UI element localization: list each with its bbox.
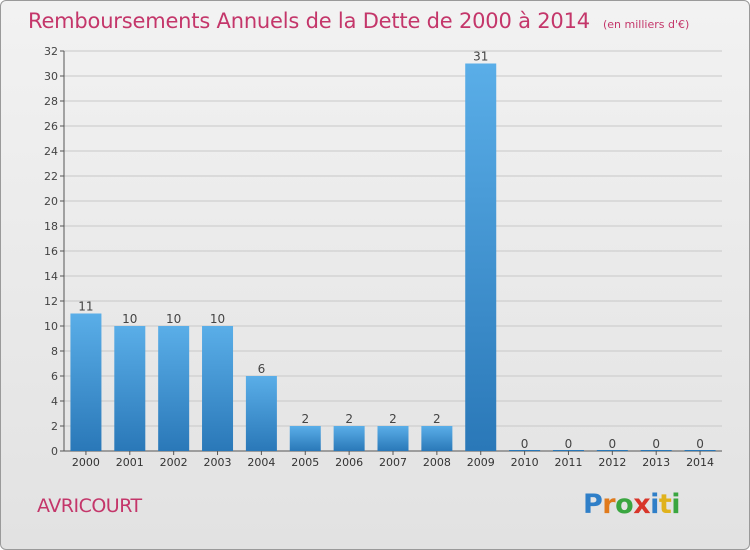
data-label: 6: [258, 362, 266, 376]
bar: [552, 450, 584, 451]
data-label: 0: [521, 437, 529, 451]
y-tick-label: 12: [44, 295, 58, 308]
y-tick-label: 20: [44, 195, 58, 208]
x-tick-label: 2009: [467, 456, 495, 469]
x-tick-label: 2011: [554, 456, 582, 469]
chart-header: Remboursements Annuels de la Dette de 20…: [28, 9, 689, 33]
x-tick-label: 2014: [686, 456, 714, 469]
data-label: 0: [609, 437, 617, 451]
x-tick-label: 2008: [423, 456, 451, 469]
y-tick-label: 30: [44, 70, 58, 83]
y-tick-label: 0: [51, 445, 58, 458]
data-label: 0: [696, 437, 704, 451]
x-tick-label: 2006: [335, 456, 363, 469]
y-tick-label: 2: [51, 420, 58, 433]
data-label: 10: [210, 312, 225, 326]
bar: [684, 450, 716, 451]
bar: [640, 450, 672, 451]
logo-letter: r: [602, 489, 616, 520]
y-tick-label: 26: [44, 120, 58, 133]
x-tick-label: 2001: [116, 456, 144, 469]
bar: [70, 313, 102, 451]
y-tick-label: 4: [51, 395, 58, 408]
data-label: 11: [78, 300, 93, 314]
chart-title: Remboursements Annuels de la Dette de 20…: [28, 9, 590, 33]
logo-letter: x: [633, 489, 651, 520]
logo-letter: i: [650, 489, 659, 520]
bar: [114, 326, 146, 451]
y-tick-label: 22: [44, 170, 58, 183]
y-tick-label: 16: [44, 245, 58, 258]
y-tick-label: 8: [51, 345, 58, 358]
x-tick-label: 2007: [379, 456, 407, 469]
x-tick-label: 2010: [511, 456, 539, 469]
data-label: 31: [473, 50, 488, 64]
x-tick-label: 2002: [160, 456, 188, 469]
data-label: 2: [389, 412, 397, 426]
data-label: 0: [652, 437, 660, 451]
y-tick-label: 14: [44, 270, 58, 283]
bar: [245, 376, 277, 451]
data-label: 10: [122, 312, 137, 326]
x-tick-label: 2012: [598, 456, 626, 469]
bar: [509, 450, 541, 451]
y-tick-label: 24: [44, 145, 58, 158]
y-tick-label: 28: [44, 95, 58, 108]
data-label: 10: [166, 312, 181, 326]
proxiti-logo: Proxiti: [583, 489, 681, 520]
logo-letter: o: [615, 489, 634, 520]
data-label: 0: [565, 437, 573, 451]
bar: [377, 426, 409, 451]
bar: [465, 63, 497, 451]
data-label: 2: [301, 412, 309, 426]
y-tick-label: 18: [44, 220, 58, 233]
x-tick-label: 2005: [291, 456, 319, 469]
bar: [158, 326, 190, 451]
x-tick-label: 2003: [204, 456, 232, 469]
y-tick-label: 10: [44, 320, 58, 333]
bar: [596, 450, 628, 451]
bar: [333, 426, 365, 451]
y-tick-label: 32: [44, 45, 58, 58]
bar: [202, 326, 234, 451]
x-tick-label: 2000: [72, 456, 100, 469]
x-tick-label: 2013: [642, 456, 670, 469]
bar: [289, 426, 321, 451]
chart-unit: (en milliers d'€): [603, 18, 690, 31]
data-label: 2: [345, 412, 353, 426]
y-tick-label: 6: [51, 370, 58, 383]
logo-letter: t: [658, 489, 672, 520]
logo-letter: P: [583, 489, 603, 520]
x-tick-label: 2004: [247, 456, 275, 469]
logo-letter: i: [671, 489, 681, 520]
bar: [421, 426, 453, 451]
commune-name: AVRICOURT: [37, 495, 142, 517]
data-label: 2: [433, 412, 441, 426]
